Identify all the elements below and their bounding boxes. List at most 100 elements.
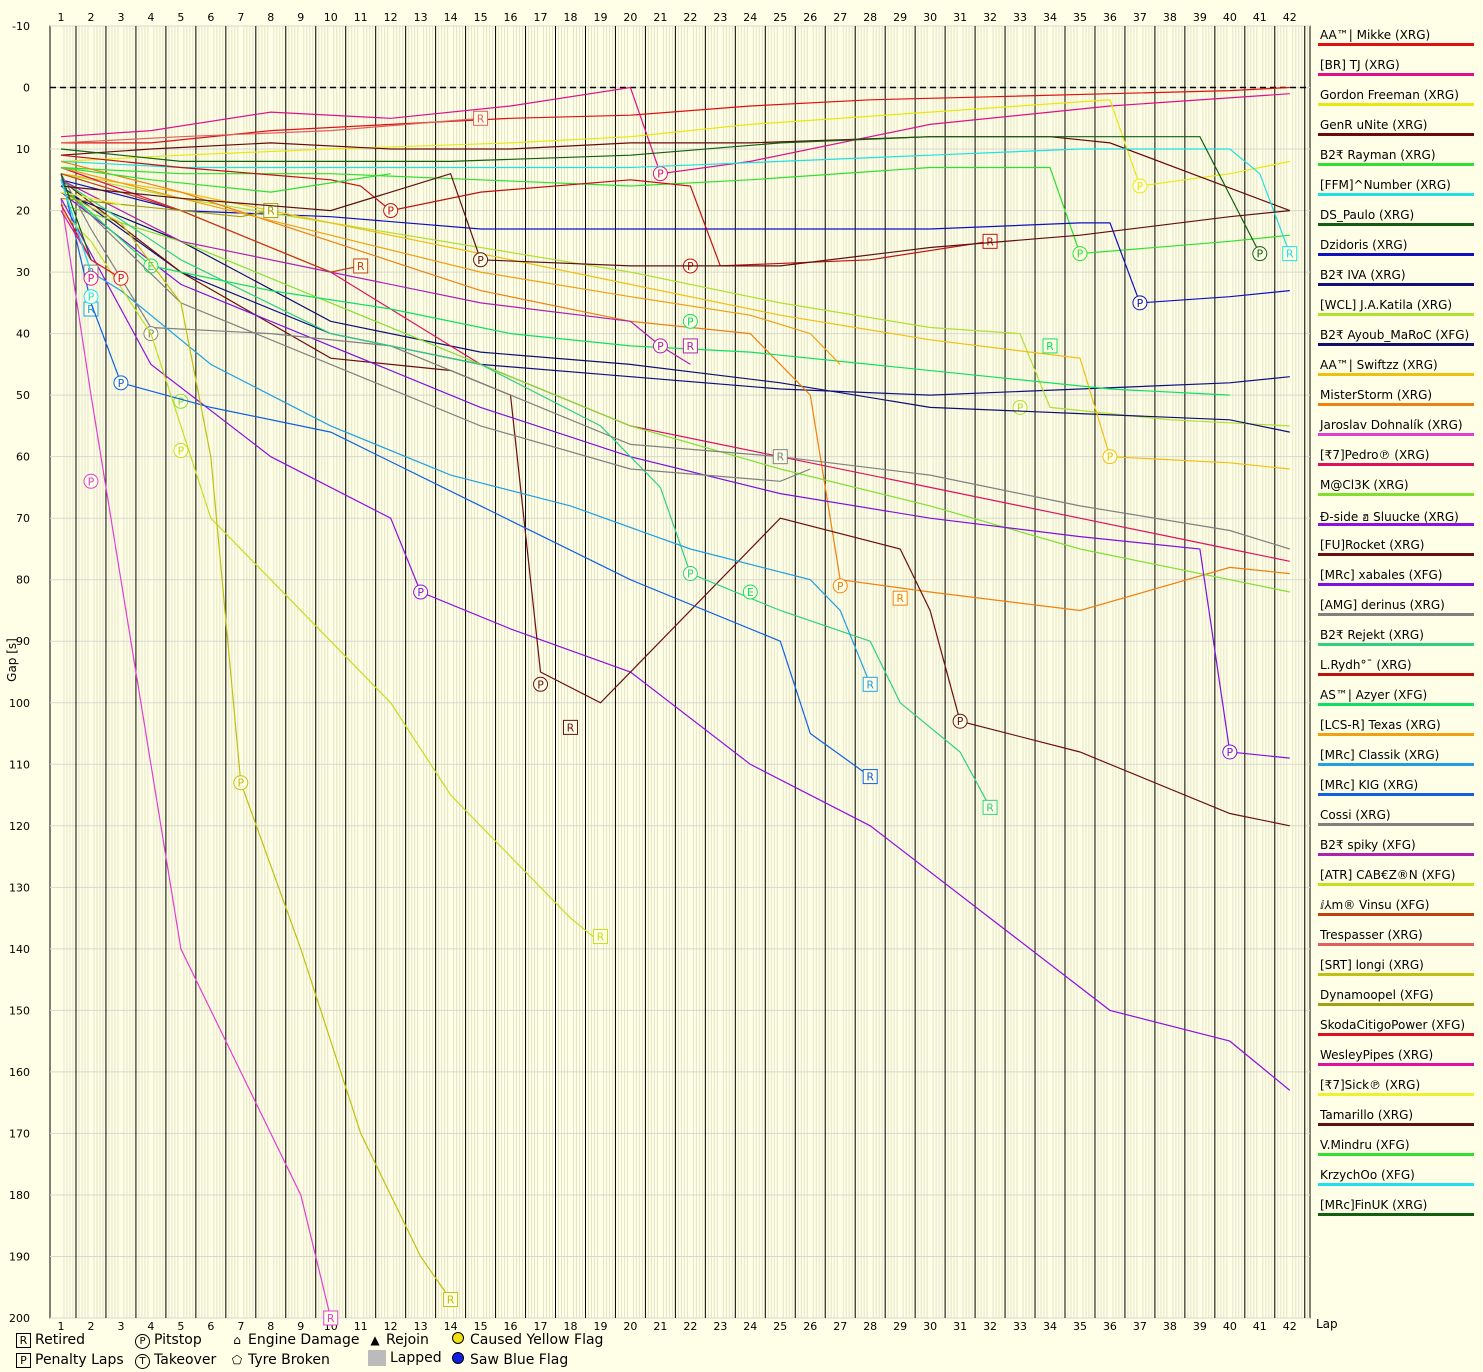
x-tick-top: 3: [117, 11, 124, 24]
series-line: [60, 154, 991, 267]
legend-entry: ⅈ⅄m® Vinsu (XFG): [1318, 896, 1474, 926]
event-label: P: [178, 445, 185, 458]
legend-entry: [FFM]^Number (XRG): [1318, 176, 1474, 206]
series-line: [60, 173, 92, 260]
blue-flag-icon: [452, 1352, 464, 1364]
legend-swatch: [1318, 1153, 1474, 1156]
x-tick-bottom: 1: [58, 1320, 65, 1333]
legend-swatch: [1318, 613, 1474, 616]
legend-entry: L.Rydh°¯ (XRG): [1318, 656, 1474, 686]
legend-swatch: [1318, 943, 1474, 946]
key-pitstop: P Pitstop: [135, 1332, 202, 1349]
retired-marker: [592, 929, 608, 945]
legend-entry: [AMG] derinus (XRG): [1318, 596, 1474, 626]
legend-entry: V.Mindru (XFG): [1318, 1136, 1474, 1166]
legend-swatch: [1318, 373, 1474, 376]
key-rejoin: ▲ Rejoin: [368, 1332, 429, 1348]
legend-label: GenR uNite (XRG): [1320, 118, 1428, 132]
event-label: R: [327, 1312, 335, 1325]
series-line: [60, 173, 871, 778]
event-label: P: [687, 568, 694, 581]
x-tick-bottom: 18: [563, 1320, 577, 1333]
legend-label: [MRc] xabales (XFG): [1320, 568, 1443, 582]
x-tick-top: 36: [1103, 11, 1117, 24]
legend-label: L.Rydh°¯ (XRG): [1320, 658, 1412, 672]
x-tick-bottom: 42: [1283, 1320, 1297, 1333]
series-line: [60, 198, 332, 1319]
legend-label: Dynamoopel (XFG): [1320, 988, 1434, 1002]
event-label: R: [866, 771, 874, 784]
legend-label: Dzidoris (XRG): [1320, 238, 1408, 252]
y-tick: 190: [9, 1250, 30, 1263]
event-label: R: [267, 205, 275, 218]
series-line: [60, 185, 1290, 396]
series-line: [60, 179, 1290, 827]
legend-label: B2₹ Rejekt (XRG): [1320, 628, 1424, 642]
pitstop-marker: [413, 584, 429, 600]
legend-entry: [MRc] xabales (XFG): [1318, 566, 1474, 596]
x-tick-bottom: 29: [893, 1320, 907, 1333]
x-tick-bottom: 9: [297, 1320, 304, 1333]
key-lapped-label: Lapped: [390, 1350, 442, 1366]
legend-label: Cossi (XRG): [1320, 808, 1391, 822]
legend-swatch: [1318, 343, 1474, 346]
series-line: [60, 191, 1290, 759]
event-label: R: [1286, 248, 1294, 261]
x-tick-bottom: 13: [414, 1320, 428, 1333]
x-tick-top: 19: [593, 11, 607, 24]
legend-label: B2₹ IVA (XRG): [1320, 268, 1406, 282]
legend-swatch: [1318, 673, 1474, 676]
x-tick-top: 18: [563, 11, 577, 24]
event-label: P: [387, 205, 394, 218]
retired-marker: [682, 338, 698, 354]
event-label: P: [178, 395, 185, 408]
event-label: R: [1046, 340, 1054, 353]
x-tick-top: 2: [87, 11, 94, 24]
y-tick: 30: [16, 266, 30, 279]
x-tick-bottom: 30: [923, 1320, 937, 1333]
legend-label: [MRc] KIG (XRG): [1320, 778, 1419, 792]
key-blue-label: Saw Blue Flag: [470, 1352, 569, 1368]
x-tick-bottom: 21: [653, 1320, 667, 1333]
pitstop-icon: P: [135, 1334, 150, 1349]
x-tick-top: 7: [237, 11, 244, 24]
x-tick-top: 4: [147, 11, 154, 24]
pitstop-marker: [83, 289, 99, 305]
key-engine-label: Engine Damage: [248, 1332, 360, 1348]
legend-label: Jaroslav Dohnalík (XRG): [1320, 418, 1463, 432]
event-label: P: [88, 291, 95, 304]
event-label: P: [1256, 248, 1263, 261]
y-tick: 0: [23, 82, 30, 95]
legend-entry: [WCL] J.A.Katila (XRG): [1318, 296, 1474, 326]
series-line: [60, 148, 1291, 254]
x-tick-top: 37: [1133, 11, 1147, 24]
x-tick-bottom: 12: [384, 1320, 398, 1333]
retired-marker: [562, 719, 578, 735]
y-tick: 170: [9, 1127, 30, 1140]
retired-marker: [1282, 246, 1298, 262]
event-label: P: [687, 315, 694, 328]
x-tick-top: 13: [414, 11, 428, 24]
key-yellow-label: Caused Yellow Flag: [470, 1332, 604, 1348]
x-tick-bottom: 26: [803, 1320, 817, 1333]
event-label: P: [417, 586, 424, 599]
x-tick-bottom: 5: [177, 1320, 184, 1333]
event-label: R: [597, 931, 605, 944]
legend-swatch: [1318, 643, 1474, 646]
x-tick-bottom: 31: [953, 1320, 967, 1333]
legend-label: V.Mindru (XFG): [1320, 1138, 1410, 1152]
retired-marker: [323, 1310, 339, 1326]
series-line: [60, 179, 991, 808]
retired-marker: [263, 203, 279, 219]
retired-marker: [473, 110, 489, 126]
pitstop-marker: [682, 313, 698, 329]
y-tick: 50: [16, 389, 30, 402]
key-yellow: Caused Yellow Flag: [452, 1332, 603, 1348]
event-label: P: [957, 715, 964, 728]
legend-swatch: [1318, 193, 1474, 196]
pitstop-marker: [652, 338, 668, 354]
series-line: [60, 185, 1230, 396]
legend-entry: Gordon Freeman (XRG): [1318, 86, 1474, 116]
tyre-broken-icon: ⬠: [231, 1353, 243, 1367]
legend-swatch: [1318, 433, 1474, 436]
